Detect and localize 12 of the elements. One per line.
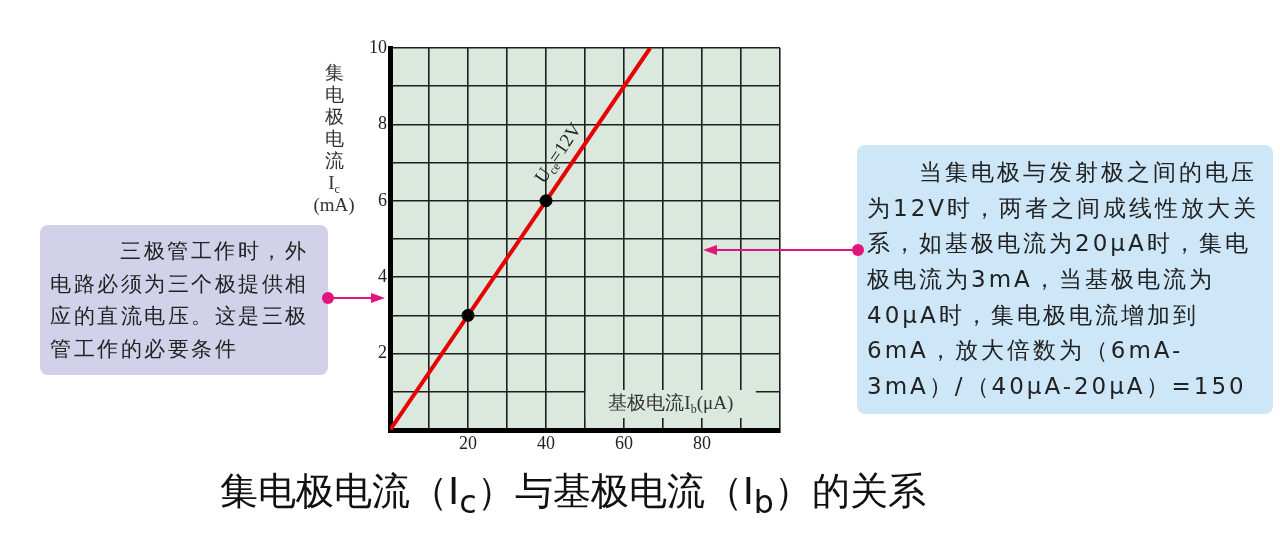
x-tick-label: 20 <box>459 432 477 453</box>
y-tick-label: 4 <box>378 265 387 286</box>
x-tick-label: 60 <box>615 432 633 453</box>
y-tick-label: 10 <box>369 36 387 57</box>
y-tick-label: 2 <box>378 342 387 363</box>
text: 当集电极与发射极之间的电压为12V时，两者之间成线性放大关系，如基极电流为20μA时，集电极电流为3mA，当基极电流为40μA时，集电极电流增加到6mA，放大倍数为（6mA-3mA）/（40μA-20μA）=150 <box>857 145 1273 415</box>
y-tick-label: 6 <box>378 189 387 210</box>
text: 集电极电流（I$_{c}$）与基极电流（I$_{b}$）的关系 <box>219 468 927 520</box>
x-tick-label: 40 <box>537 432 555 453</box>
y-tick-label: 8 <box>378 113 387 134</box>
x-tick-label: 80 <box>693 432 711 453</box>
text: 三极管工作时，外电路必须为三个极提供相应的直流电压。这是三极管工作的必要条件 <box>40 225 328 376</box>
